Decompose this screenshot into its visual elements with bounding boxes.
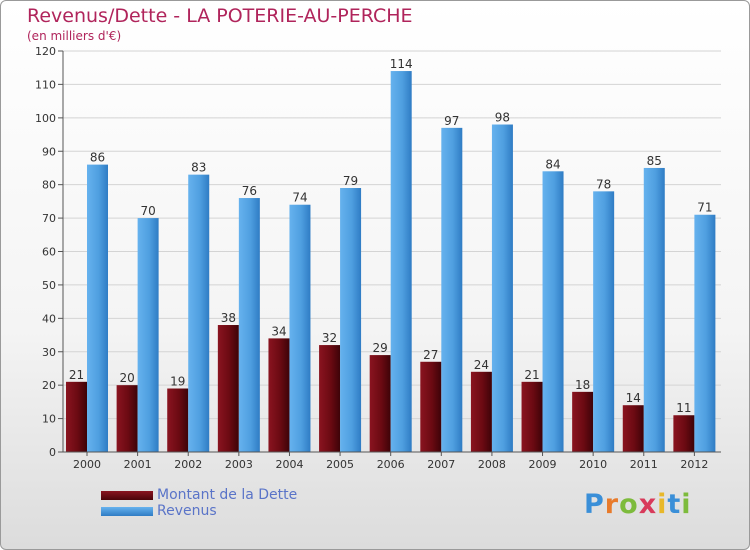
value-label-dette: 38 — [221, 311, 236, 325]
axis-layer: 0 10 20 30 40 50 60 70 80 90 100 110 120 2000 2001 2002… — [35, 45, 721, 471]
value-label-dette: 19 — [170, 375, 185, 389]
value-label-revenus: 76 — [242, 184, 257, 198]
logo-letter: r — [604, 489, 620, 520]
bar-dette — [319, 345, 341, 452]
legend-item-revenus: Revenus — [101, 503, 297, 519]
y-tick-label: 60 — [42, 246, 56, 259]
x-tick-label: 2002 — [174, 458, 202, 471]
bar-revenus — [289, 204, 311, 452]
y-tick-label: 40 — [42, 312, 56, 325]
y-tick-label: 110 — [35, 78, 56, 91]
bar-dette — [673, 415, 695, 452]
legend-item-dette: Montant de la Dette — [101, 487, 297, 503]
x-tick-label: 2007 — [427, 458, 455, 471]
x-tick-label: 2009 — [529, 458, 557, 471]
bar-revenus — [542, 171, 564, 453]
value-label-dette: 21 — [69, 368, 84, 382]
x-tick-label: 2012 — [680, 458, 708, 471]
x-tick-label: 2001 — [124, 458, 152, 471]
value-label-revenus: 83 — [191, 161, 206, 175]
bar-revenus — [643, 167, 665, 453]
logo-letter: x — [638, 489, 658, 520]
x-tick-label: 2000 — [73, 458, 101, 471]
bar-dette — [521, 381, 543, 452]
bar-revenus — [188, 174, 210, 452]
bar-revenus — [491, 124, 513, 453]
value-label-dette: 20 — [119, 371, 134, 385]
value-label-dette: 32 — [322, 331, 337, 345]
y-tick-label: 100 — [35, 112, 56, 125]
x-tick-label: 2010 — [579, 458, 607, 471]
bar-revenus — [340, 188, 362, 452]
bar-dette — [369, 355, 391, 452]
bar-dette — [116, 385, 138, 452]
y-tick-label: 70 — [42, 212, 56, 225]
value-label-revenus: 97 — [444, 114, 459, 128]
value-label-dette: 14 — [626, 391, 641, 405]
bar-dette — [167, 388, 189, 452]
value-label-dette: 21 — [524, 368, 539, 382]
y-tick-label: 50 — [42, 279, 56, 292]
legend-label-dette: Montant de la Dette — [157, 487, 298, 503]
x-tick-label: 2008 — [478, 458, 506, 471]
bar-dette — [268, 338, 290, 452]
y-tick-label: 90 — [42, 145, 56, 158]
y-tick-label: 30 — [42, 346, 56, 359]
bar-dette — [622, 405, 644, 452]
bar-layer: 21 86 20 70 19 83 38 76 34 74 32 79 29 114 27 97 24 98 21 8… — [66, 57, 716, 453]
chart-subtitle: (en milliers d'€) — [27, 29, 122, 43]
bar-revenus — [441, 127, 463, 452]
legend: Montant de la Dette Revenus — [101, 487, 297, 519]
bar-revenus — [694, 214, 716, 452]
logo-letter: i — [657, 489, 668, 520]
value-label-revenus: 98 — [495, 111, 510, 125]
bar-dette — [572, 391, 594, 452]
value-label-revenus: 78 — [596, 177, 611, 191]
x-tick-label: 2006 — [377, 458, 405, 471]
y-tick-label: 120 — [35, 45, 56, 58]
legend-swatch-dette — [101, 490, 153, 500]
y-tick-label: 10 — [42, 413, 56, 426]
logo-letter: P — [584, 489, 605, 520]
bar-dette — [217, 325, 239, 452]
x-tick-label: 2005 — [326, 458, 354, 471]
x-tick-label: 2011 — [630, 458, 658, 471]
value-label-dette: 29 — [373, 341, 388, 355]
bar-revenus — [390, 71, 412, 453]
bar-revenus — [238, 198, 260, 452]
bar-dette — [420, 361, 442, 452]
x-tick-label: 2003 — [225, 458, 253, 471]
chart-title: Revenus/Dette - LA POTERIE-AU-PERCHE — [27, 5, 413, 27]
value-label-dette: 11 — [676, 401, 691, 415]
value-label-revenus: 114 — [390, 57, 413, 71]
y-tick-label: 20 — [42, 379, 56, 392]
value-label-revenus: 71 — [697, 201, 712, 215]
bar-dette — [470, 371, 492, 452]
legend-swatch-revenus — [101, 506, 153, 516]
bar-revenus — [87, 164, 108, 452]
legend-label-revenus: Revenus — [157, 503, 217, 519]
y-tick-label: 80 — [42, 179, 56, 192]
y-tick-label: 0 — [49, 446, 56, 459]
value-label-dette: 18 — [575, 378, 590, 392]
bar-revenus — [137, 218, 159, 452]
value-label-revenus: 86 — [90, 151, 105, 165]
logo-letter: i — [681, 489, 692, 520]
bar-dette — [66, 381, 87, 452]
proxiti-logo: Proxiti — [584, 489, 692, 520]
value-label-dette: 34 — [271, 324, 286, 338]
x-tick-label: 2004 — [275, 458, 303, 471]
bar-revenus — [593, 191, 615, 452]
value-label-revenus: 84 — [545, 157, 560, 171]
value-label-revenus: 74 — [292, 191, 307, 205]
logo-letter: o — [619, 489, 639, 520]
value-label-dette: 24 — [474, 358, 489, 372]
value-label-revenus: 70 — [140, 204, 155, 218]
logo-letter: t — [667, 489, 682, 520]
value-label-dette: 27 — [423, 348, 438, 362]
value-label-revenus: 85 — [647, 154, 662, 168]
value-label-revenus: 79 — [343, 174, 358, 188]
